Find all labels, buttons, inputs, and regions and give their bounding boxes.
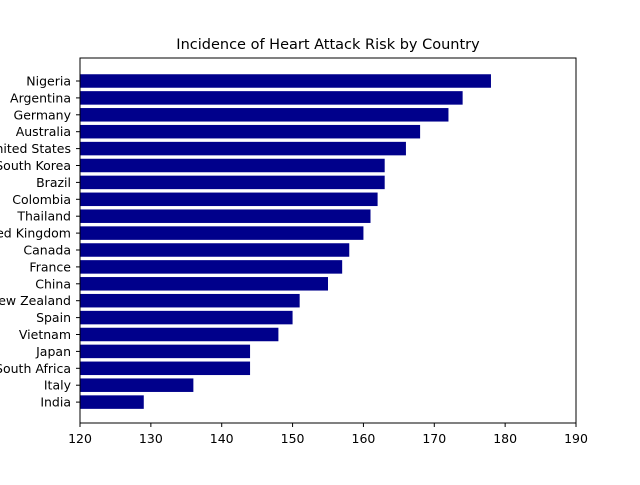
y-tick-label: China [35, 276, 71, 291]
bar [80, 243, 350, 257]
bar [80, 260, 343, 274]
y-tick-label: Canada [23, 243, 71, 258]
bar [80, 108, 449, 122]
y-tick-label: South Korea [0, 158, 71, 173]
x-tick-label: 180 [493, 431, 517, 446]
bar [80, 192, 378, 207]
y-tick-label: Italy [44, 378, 72, 393]
y-tick-label: Germany [14, 107, 72, 122]
y-tick-label: France [29, 259, 71, 274]
x-tick-label: 150 [281, 431, 305, 446]
chart-title: Incidence of Heart Attack Risk by Countr… [176, 37, 480, 53]
x-tick-label: 160 [352, 431, 376, 446]
y-tick-label: Brazil [36, 175, 71, 190]
bar [80, 226, 364, 240]
bar [80, 158, 385, 173]
bar [80, 74, 491, 88]
y-tick-label: New Zealand [0, 293, 71, 308]
plot-frame [79, 57, 577, 424]
bar [80, 175, 385, 190]
y-tick-label: Spain [36, 310, 71, 325]
x-tick-label: 170 [422, 431, 446, 446]
y-tick-label: United States [0, 141, 71, 156]
bar [80, 124, 421, 139]
bar [80, 277, 328, 291]
y-tick-label: Australia [16, 124, 71, 139]
y-tick-label: United Kingdom [0, 226, 71, 241]
bar [80, 361, 251, 376]
x-tick-label: 140 [210, 431, 234, 446]
bar [80, 141, 406, 156]
bar [80, 344, 251, 359]
y-tick-label: Colombia [12, 192, 71, 207]
y-tick-label: Nigeria [26, 74, 71, 89]
y-tick-label: South Africa [0, 361, 71, 376]
bar [80, 209, 371, 223]
y-tick-label: Vietnam [19, 327, 71, 342]
y-tick-label: Thailand [16, 209, 71, 224]
bar [80, 293, 300, 308]
bar [80, 378, 194, 392]
x-tick-label: 130 [139, 431, 163, 446]
bars-layer [80, 74, 491, 409]
bar [80, 310, 293, 325]
x-axis: 120 130 140 150 160 170 180 190 [68, 423, 588, 446]
bar [80, 395, 144, 409]
bar [80, 327, 279, 342]
y-tick-label: Japan [35, 344, 71, 359]
y-tick-label: India [40, 395, 71, 410]
y-tick-label: Argentina [10, 90, 71, 105]
x-tick-label: 190 [564, 431, 588, 446]
x-tick-label: 120 [68, 431, 92, 446]
bar [80, 91, 463, 105]
